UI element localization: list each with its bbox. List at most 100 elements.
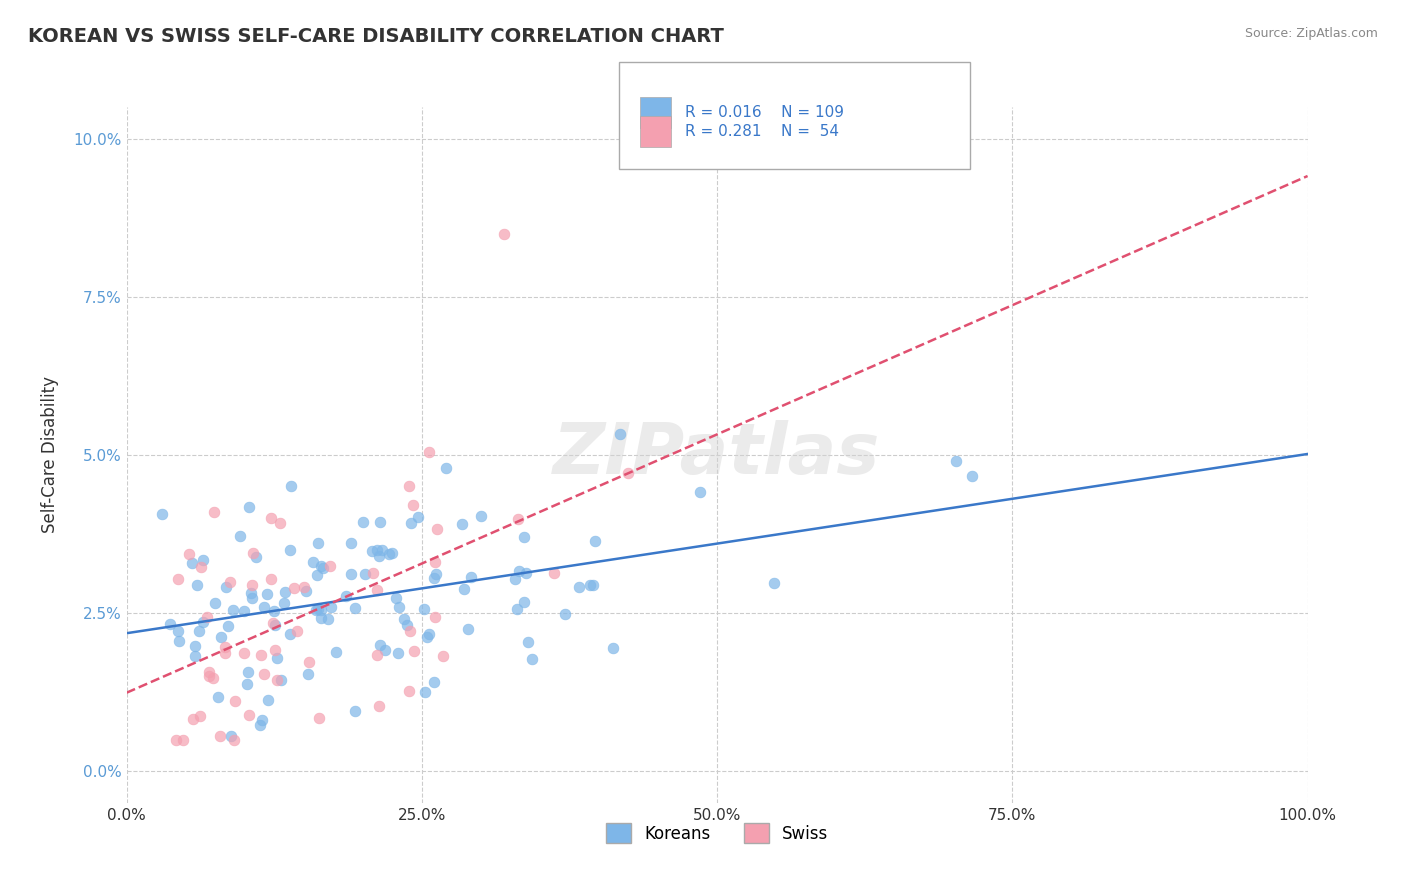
Koreans — [253, 599, 276, 614]
Swiss — [177, 547, 200, 561]
Swiss — [260, 511, 283, 525]
Swiss — [283, 581, 305, 595]
Swiss — [402, 499, 425, 513]
Koreans — [367, 549, 389, 563]
Koreans — [413, 601, 436, 615]
Koreans — [368, 515, 391, 529]
Swiss — [423, 609, 446, 624]
Koreans — [339, 536, 361, 550]
Koreans — [273, 596, 295, 610]
Swiss — [262, 615, 284, 630]
Koreans — [167, 633, 190, 648]
Text: KOREAN VS SWISS SELF-CARE DISABILITY CORRELATION CHART: KOREAN VS SWISS SELF-CARE DISABILITY COR… — [28, 27, 724, 45]
Koreans — [568, 580, 591, 594]
Koreans — [512, 530, 534, 544]
Koreans — [340, 567, 363, 582]
Koreans — [578, 577, 600, 591]
Koreans — [181, 556, 204, 570]
Koreans — [167, 624, 190, 638]
Koreans — [294, 584, 316, 599]
Swiss — [202, 671, 225, 685]
Koreans — [506, 602, 529, 616]
Swiss — [269, 516, 291, 530]
Koreans — [204, 596, 226, 610]
Swiss — [285, 624, 308, 639]
Koreans — [270, 673, 292, 687]
Koreans — [159, 616, 181, 631]
Koreans — [960, 469, 983, 483]
Swiss — [266, 673, 288, 687]
Swiss — [197, 610, 219, 624]
Swiss — [190, 709, 212, 723]
Koreans — [191, 553, 214, 567]
Swiss — [214, 640, 236, 654]
Swiss — [492, 227, 515, 241]
Koreans — [609, 426, 631, 441]
Swiss — [617, 466, 640, 480]
Koreans — [280, 627, 302, 641]
Koreans — [423, 570, 446, 584]
Koreans — [256, 587, 278, 601]
Koreans — [413, 685, 436, 699]
Koreans — [360, 543, 382, 558]
Koreans — [186, 578, 208, 592]
Swiss — [292, 580, 315, 594]
Koreans — [263, 618, 285, 632]
Koreans — [188, 624, 211, 638]
Swiss — [232, 646, 254, 660]
Text: ZIPatlas: ZIPatlas — [554, 420, 880, 490]
Y-axis label: Self-Care Disability: Self-Care Disability — [41, 376, 59, 533]
Koreans — [184, 648, 207, 663]
Koreans — [319, 599, 342, 614]
Koreans — [689, 485, 711, 500]
Swiss — [308, 711, 330, 725]
Koreans — [240, 591, 263, 605]
Koreans — [307, 536, 329, 550]
Text: Source: ZipAtlas.com: Source: ZipAtlas.com — [1244, 27, 1378, 40]
Koreans — [470, 508, 492, 523]
Swiss — [402, 643, 425, 657]
Koreans — [325, 645, 347, 659]
Koreans — [396, 618, 419, 632]
Swiss — [366, 648, 388, 662]
Swiss — [366, 582, 388, 597]
Koreans — [583, 533, 606, 548]
Koreans — [263, 604, 285, 618]
Swiss — [238, 708, 260, 723]
Swiss — [399, 624, 422, 639]
Swiss — [198, 665, 221, 679]
Koreans — [309, 559, 332, 574]
Koreans — [425, 566, 447, 581]
Koreans — [233, 604, 256, 618]
Koreans — [378, 547, 401, 561]
Koreans — [401, 516, 423, 530]
Koreans — [307, 568, 329, 582]
Koreans — [238, 665, 260, 680]
Koreans — [352, 516, 374, 530]
Koreans — [418, 626, 440, 640]
Koreans — [451, 517, 474, 532]
Koreans — [423, 674, 446, 689]
Swiss — [418, 445, 440, 459]
Koreans — [257, 693, 280, 707]
Swiss — [208, 729, 231, 743]
Koreans — [219, 729, 242, 743]
Koreans — [335, 589, 357, 603]
Koreans — [508, 564, 530, 578]
Koreans — [274, 584, 297, 599]
Koreans — [582, 578, 605, 592]
Koreans — [150, 507, 173, 521]
Swiss — [263, 643, 285, 657]
Koreans — [503, 572, 526, 586]
Legend: Koreans, Swiss: Koreans, Swiss — [599, 816, 835, 850]
Swiss — [298, 655, 321, 669]
Koreans — [312, 561, 335, 575]
Koreans — [266, 650, 288, 665]
Koreans — [434, 460, 457, 475]
Swiss — [260, 572, 283, 586]
Koreans — [602, 640, 624, 655]
Koreans — [309, 603, 332, 617]
Koreans — [366, 542, 388, 557]
Swiss — [181, 712, 204, 726]
Koreans — [763, 575, 786, 590]
